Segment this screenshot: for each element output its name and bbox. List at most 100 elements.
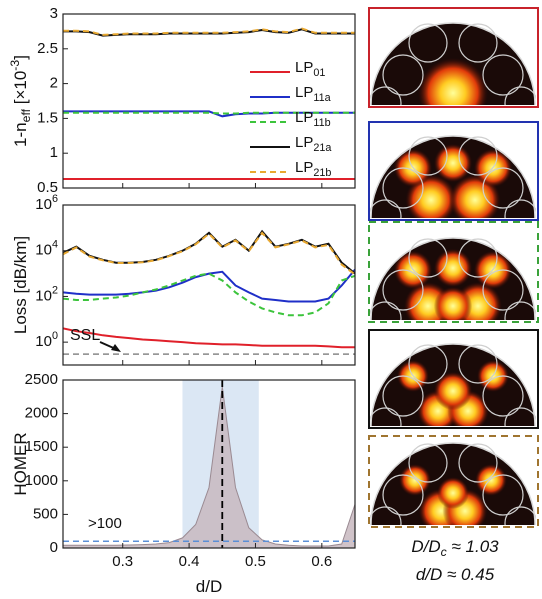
mode-field: [370, 442, 536, 525]
capillary: [482, 167, 524, 209]
y-axis-label: HOMER: [11, 432, 30, 495]
mode-lobe: [437, 477, 469, 509]
capillary: [458, 238, 498, 278]
plot-area: [63, 380, 355, 548]
capillary: [504, 506, 536, 525]
mode-image: [368, 221, 539, 323]
image-frame: [368, 329, 539, 429]
capillary: [370, 86, 402, 105]
image-frame: [368, 121, 539, 221]
legend-label: LP21a: [295, 134, 331, 154]
capillary: [504, 301, 536, 320]
y-tick-label: 106: [35, 193, 58, 213]
axes-box: [62, 204, 356, 366]
jacket: [370, 343, 536, 426]
panel: 0 500 1000 1500 2000 2500 0.3 0.4 0.5 0.6 HOMER d/D…: [11, 371, 356, 596]
panel: 100 102 104 106 Loss [dB/km] SSL: [11, 193, 356, 366]
annotation: d/D ≈ 0.45: [416, 565, 495, 584]
capillary: [382, 474, 424, 516]
capillary: [408, 23, 448, 63]
series-line: [63, 268, 355, 303]
mode-lobe: [433, 143, 473, 183]
capillary: [408, 136, 448, 176]
image-frame: [368, 221, 539, 323]
capillary: [382, 375, 424, 417]
mode-lobe: [417, 57, 489, 105]
mode-field: [370, 135, 536, 218]
capillary: [382, 167, 424, 209]
series-line: [63, 27, 355, 36]
y-tick-label: 102: [35, 284, 58, 304]
mode-field: [370, 343, 536, 426]
y-tick-label: 1000: [25, 472, 58, 489]
mode-image: [368, 435, 539, 528]
image-frame: [368, 7, 539, 108]
series-line: [63, 231, 355, 276]
y-tick-label: 2000: [25, 405, 58, 422]
y-tick-label: 2.5: [37, 40, 58, 57]
capillary: [382, 269, 424, 311]
capillary: [370, 506, 402, 525]
capillary: [458, 23, 498, 63]
capillary: [482, 375, 524, 417]
x-axis-label: d/D: [196, 577, 222, 596]
y-axis-label: Loss [dB/km]: [11, 236, 30, 334]
y-tick-label: 2: [50, 75, 58, 92]
mode-image: [368, 121, 539, 221]
y-tick-label: 1.5: [37, 109, 58, 126]
capillary: [458, 443, 498, 483]
y-tick-label: 0.5: [37, 179, 58, 196]
y-tick-label: 1: [50, 144, 58, 161]
y-tick-label: 104: [35, 239, 58, 259]
jacket: [370, 442, 536, 525]
capillary: [408, 443, 448, 483]
mode-lobe: [433, 248, 473, 288]
mode-image: [368, 7, 539, 108]
capillary: [370, 407, 402, 426]
annotation: D/Dc ≈ 1.03: [411, 537, 499, 559]
image-frame: [368, 435, 539, 528]
capillary: [458, 136, 498, 176]
x-tick-label: 0.5: [245, 553, 266, 570]
x-tick-label: 0.4: [179, 553, 200, 570]
legend-label: LP21b: [295, 159, 331, 179]
mode-lobe: [475, 464, 507, 496]
capillary: [408, 344, 448, 384]
y-axis-label: 1-neff [×10-3]: [8, 55, 33, 147]
y-tick-label: 2500: [25, 371, 58, 388]
capillary: [408, 238, 448, 278]
jacket: [370, 237, 536, 320]
capillary: [504, 86, 536, 105]
capillary: [482, 269, 524, 311]
y-tick-label: 1500: [25, 438, 58, 455]
x-tick-label: 0.6: [311, 553, 332, 570]
plot-area: [63, 229, 355, 355]
plot-area: [63, 27, 355, 180]
capillary: [504, 407, 536, 426]
annotation: >100: [88, 515, 122, 532]
legend-label: LP01: [295, 59, 325, 79]
mode-lobe: [433, 371, 473, 411]
mode-field: [370, 237, 536, 320]
capillary: [458, 344, 498, 384]
capillary: [482, 474, 524, 516]
jacket: [370, 135, 536, 218]
series-line: [63, 327, 355, 349]
y-tick-label: 3: [50, 5, 58, 22]
series-line: [63, 111, 355, 115]
mode-image: [368, 329, 539, 429]
mode-lobe: [433, 286, 473, 320]
axes-box: [62, 379, 356, 549]
y-tick-label: 500: [33, 505, 58, 522]
capillary: [382, 54, 424, 96]
capillary: [482, 54, 524, 96]
axes-box: [62, 13, 356, 189]
arrow-head: [111, 344, 121, 352]
mode-lobe: [399, 464, 431, 496]
series-line: [63, 229, 355, 275]
capillary: [504, 199, 536, 218]
y-tick-label: 0: [50, 539, 58, 556]
capillary: [370, 199, 402, 218]
capillary: [370, 301, 402, 320]
y-tick-label: 100: [35, 330, 58, 350]
